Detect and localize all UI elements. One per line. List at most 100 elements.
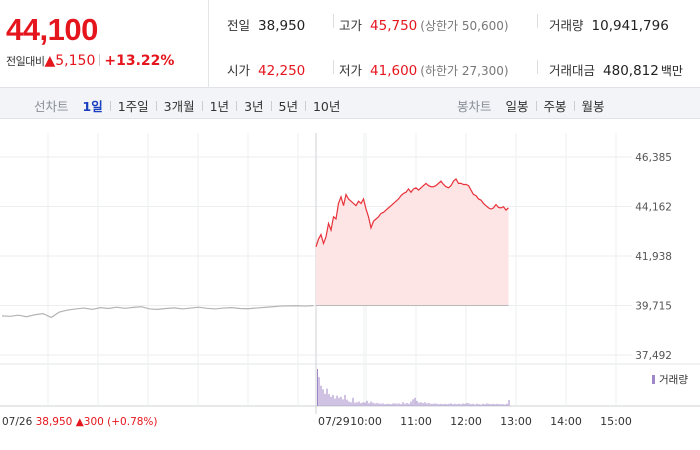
stat-label: 시가 <box>227 63 251 78</box>
volume-bar <box>342 399 344 406</box>
tab-divider <box>535 101 537 111</box>
x-tick-label: 15:00 <box>600 415 632 428</box>
line-tab-0[interactable]: 1일 <box>82 99 103 114</box>
candle-chart-tabs: 봉차트 일봉 주봉 월봉 <box>457 96 605 115</box>
stat-label: 저가 <box>339 63 363 78</box>
y-tick-label: 41,938 <box>635 251 672 263</box>
line-tab-5[interactable]: 5년 <box>278 99 298 114</box>
stat-value: 10,941,796 <box>591 18 669 34</box>
volume-bar <box>462 403 464 406</box>
y-tick-label: 44,162 <box>635 202 672 214</box>
current-price: 44,100 <box>6 12 98 47</box>
candle-tab-1[interactable]: 주봉 <box>543 99 567 114</box>
tab-divider <box>270 101 272 111</box>
divider <box>537 14 538 28</box>
volume-bar <box>490 404 492 406</box>
stat-high: 고가 45,750 (상한가 50,600) <box>339 15 509 34</box>
volume-bar <box>460 404 462 406</box>
volume-bar <box>432 403 434 406</box>
stat-trade-value: 거래대금 480,812 백만 <box>549 60 683 79</box>
volume-bar <box>442 404 444 406</box>
volume-bar <box>444 403 446 406</box>
volume-bar <box>468 403 470 406</box>
volume-bar <box>366 400 368 406</box>
stat-label: 거래량 <box>549 18 584 33</box>
volume-bar <box>484 404 486 406</box>
volume-bar <box>334 398 336 406</box>
volume-bar <box>470 404 472 406</box>
candle-tab-2[interactable]: 월봉 <box>581 99 605 114</box>
line-tab-2[interactable]: 3개월 <box>163 99 195 114</box>
line-tab-4[interactable]: 3년 <box>244 99 264 114</box>
stat-unit: 백만 <box>660 64 683 78</box>
volume-bar <box>398 403 400 406</box>
prev-day-label: 07/26 38,950 ▲300 (+0.78%) <box>2 416 158 428</box>
price-chart: 46,385 44,162 41,938 39,715 37,492 거래량 07/29 10… <box>0 133 700 428</box>
volume-bar <box>320 385 322 406</box>
volume-bar <box>422 403 424 406</box>
stat-volume: 거래량 10,941,796 <box>549 15 669 34</box>
line-chart-tabs: 선차트 1일 1주일 3개월 1년 3년 5년 10년 <box>34 96 340 115</box>
volume-bar <box>394 403 396 406</box>
chart-tab-bar: 선차트 1일 1주일 3개월 1년 3년 5년 10년 봉차트 일봉 주봉 월봉 <box>0 88 700 119</box>
volume-bar <box>317 369 318 406</box>
volume-bar <box>364 402 366 406</box>
stat-sub: (하한가 27,300) <box>420 64 509 78</box>
volume-bar <box>456 404 458 406</box>
volume-bar <box>420 402 422 406</box>
volume-bar <box>426 403 428 406</box>
stat-sub: (상한가 50,600) <box>420 19 509 33</box>
volume-bar <box>350 402 352 406</box>
volume-legend-swatch <box>652 375 655 384</box>
volume-bar <box>368 403 370 406</box>
divider <box>99 54 101 66</box>
volume-bar <box>386 403 388 406</box>
divider <box>537 60 538 74</box>
tab-divider <box>201 101 203 111</box>
price-panel: 44,100 전일대비▲5,150 +13.22% 전일 38,950 고가 45,7… <box>0 0 700 88</box>
line-chart-title: 선차트 <box>34 99 69 114</box>
volume-bar <box>412 399 414 406</box>
volume-bar <box>370 401 372 406</box>
candle-chart-title: 봉차트 <box>457 99 492 114</box>
volume-bar <box>434 403 436 406</box>
stat-prev-close: 전일 38,950 <box>227 15 305 34</box>
volume-bar <box>486 403 488 406</box>
prev-change: 300 <box>84 416 107 428</box>
volume-bar <box>388 403 390 406</box>
volume-bar <box>504 404 506 406</box>
tab-divider <box>573 101 575 111</box>
volume-bar <box>352 397 354 406</box>
volume-bar <box>380 403 382 406</box>
volume-legend-label: 거래량 <box>659 374 688 386</box>
line-tab-1[interactable]: 1주일 <box>117 99 149 114</box>
volume-bar <box>338 397 340 406</box>
volume-bar <box>374 403 376 406</box>
volume-bar <box>506 403 508 406</box>
x-tick-label: 13:00 <box>500 415 532 428</box>
volume-bar <box>428 403 430 406</box>
volume-bar <box>494 404 496 406</box>
volume-bar <box>324 393 326 406</box>
line-tab-6[interactable]: 10년 <box>312 99 341 114</box>
volume-bar <box>430 403 432 406</box>
candle-tab-0[interactable]: 일봉 <box>505 99 529 114</box>
prev-rate: (+0.78%) <box>107 416 157 428</box>
volume-bar <box>418 402 420 406</box>
volume-bar <box>458 403 460 406</box>
stat-value: 42,250 <box>258 63 306 79</box>
line-tab-3[interactable]: 1년 <box>209 99 230 114</box>
stat-low: 저가 41,600 (하한가 27,300) <box>339 60 509 79</box>
y-tick-label: 46,385 <box>635 152 672 164</box>
volume-bar <box>392 403 394 406</box>
volume-bar <box>330 396 332 406</box>
today-area <box>316 178 509 306</box>
volume-bar <box>448 403 450 406</box>
volume-bar <box>336 395 338 406</box>
volume-bar <box>508 400 510 406</box>
volume-bar <box>382 403 384 406</box>
x-tick-label: 11:00 <box>400 415 432 428</box>
volume-bar <box>424 402 426 406</box>
volume-bar <box>476 403 478 406</box>
y-tick-label: 39,715 <box>635 301 672 313</box>
